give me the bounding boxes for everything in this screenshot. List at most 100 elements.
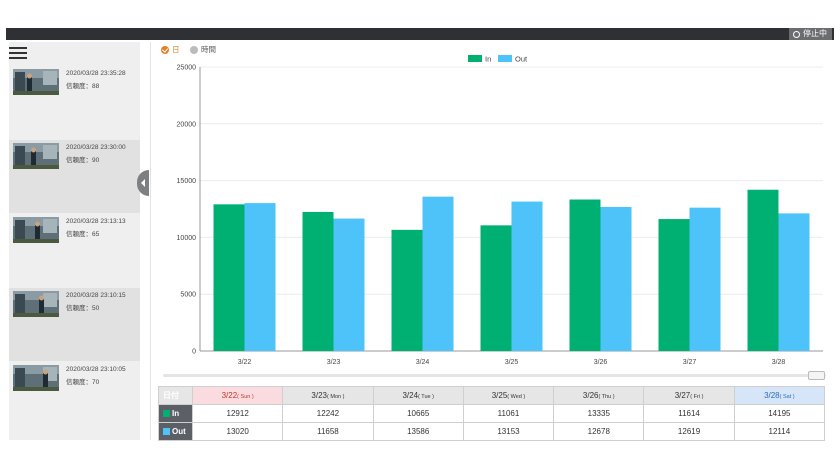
date-text: 3/25 [491,391,508,400]
weekday-text: ( Fri ) [690,394,704,400]
out-bar [778,213,810,351]
y-tick-label: 25000 [177,65,197,72]
date-text: 3/24 [402,391,419,400]
out-count-cell: 12678 [553,422,645,441]
in-bar [569,199,601,351]
y-tick-label: 20000 [177,121,197,128]
detection-confidence: 信頼度：50 [66,305,100,312]
detection-time: 2020/03/28 23:30:00 [66,144,126,151]
detection-confidence: 信頼度：65 [66,231,100,238]
date-column-header: 3/23( Mon ) [282,386,374,405]
x-tick-label: 3/28 [772,359,786,366]
x-tick-label: 3/27 [683,359,697,366]
in-swatch [163,410,170,417]
weekday-text: ( Sat ) [779,394,795,400]
camera-thumbnail[interactable] [13,217,59,243]
view-day-radio[interactable]: 日 [161,44,180,55]
date-text: 3/23 [311,391,327,400]
daily-count-table: 日付 3/22( Sun ) 3/23( Mon ) 3/24( Tue ) 3/25… [158,386,826,441]
date-column-header: 日付 [158,386,193,405]
out-row-label: Out [172,427,186,436]
detection-item[interactable]: 2020/03/28 23:30:00 信頼度：90 [9,140,140,213]
date-column-header: 3/22( Sun ) [191,386,284,405]
weekday-text: ( Wed ) [507,394,526,400]
out-bar [333,218,365,351]
check-icon [161,45,169,54]
out-count-cell: 12114 [733,422,826,441]
detection-confidence: 信頼度：90 [66,157,100,164]
weekday-text: ( Sun ) [237,394,254,400]
x-tick-label: 3/22 [238,359,252,366]
in-bar [658,219,690,351]
in-bar [213,204,245,351]
menu-icon[interactable] [9,44,27,60]
legend-label: Out [515,55,528,64]
detection-item[interactable]: 2020/03/28 23:10:05 信頼度：70 [9,362,140,435]
out-bar [511,201,543,351]
in-count-cell: 10665 [372,404,464,423]
x-tick-label: 3/26 [594,359,608,366]
in-bar [480,225,512,351]
view-hour-radio[interactable]: 時間 [190,44,216,55]
weekday-text: ( Mon ) [327,394,345,400]
date-column-header: 3/25( Wed ) [462,386,555,405]
x-tick-label: 3/24 [416,359,430,366]
in-count-cell: 11061 [462,404,555,423]
out-bar [689,207,721,351]
x-tick-label: 3/23 [327,359,341,366]
top-bar: 停止中 [6,28,834,40]
date-text: 3/26 [582,391,599,400]
detection-time: 2020/03/28 23:13:13 [66,218,126,225]
out-count-cell: 13153 [462,422,555,441]
detection-item[interactable]: 2020/03/28 23:10:15 信頼度：50 [9,288,140,361]
in-row-header: In [158,404,193,423]
legend-label: In [485,55,491,64]
status-label: 停止中 [803,29,827,38]
detection-item[interactable]: 2020/03/28 23:13:13 信頼度：65 [9,214,140,287]
out-count-cell: 12619 [643,422,735,441]
y-tick-label: 0 [192,349,196,356]
out-count-cell: 13586 [372,422,464,441]
date-column-header: 3/28( Sat ) [733,386,826,405]
view-hour-label: 時間 [201,45,216,54]
detection-time: 2020/03/28 23:35:28 [66,70,126,77]
radio-unchecked-icon [190,45,198,54]
out-row-header: Out [158,422,193,441]
camera-thumbnail[interactable] [13,291,59,317]
in-bar [391,229,423,351]
date-column-header: 3/27( Fri ) [643,386,735,405]
detection-item[interactable]: 2020/03/28 23:35:28 信頼度：88 [9,66,140,139]
in-bar [747,189,779,351]
in-bar [302,211,334,351]
range-slider-handle[interactable] [808,371,825,380]
view-day-label: 日 [172,45,180,54]
x-tick-label: 3/25 [505,359,519,366]
out-swatch [163,428,170,435]
in-out-bar-chart: 0 5000 10000 15000 20000 25000 3/22 3/23 3/24 3/2… [177,55,823,366]
panel-divider [150,42,151,440]
in-count-cell: 13335 [553,404,645,423]
y-tick-label: 5000 [180,292,196,299]
detection-confidence: 信頼度：70 [66,379,100,386]
y-tick-label: 10000 [177,235,197,242]
date-text: 3/28 [764,391,780,400]
table-row-in: In 12912 12242 10665 11061 13335 11614 14195 [158,404,826,423]
status-badge[interactable]: 停止中 [789,28,832,40]
out-count-cell: 11658 [282,422,374,441]
collapse-sidebar-button[interactable] [137,170,149,196]
camera-thumbnail[interactable] [13,69,59,95]
weekday-text: ( Tue ) [418,394,434,400]
camera-thumbnail[interactable] [13,143,59,169]
detection-confidence: 信頼度：88 [66,83,100,90]
in-count-cell: 11614 [643,404,735,423]
status-circle-icon [793,30,800,38]
camera-thumbnail[interactable] [13,365,59,391]
in-count-cell: 12912 [191,404,284,423]
date-column-header: 3/24( Tue ) [372,386,464,405]
range-slider-track[interactable] [163,374,826,377]
table-header-row: 日付 3/22( Sun ) 3/23( Mon ) 3/24( Tue ) 3/25… [158,386,826,405]
detection-time: 2020/03/28 23:10:15 [66,292,126,299]
in-row-label: In [172,409,180,418]
detection-sidebar: 2020/03/28 23:35:28 信頼度：88 2020/03/28 23:3… [9,42,140,440]
out-bar [244,203,276,351]
